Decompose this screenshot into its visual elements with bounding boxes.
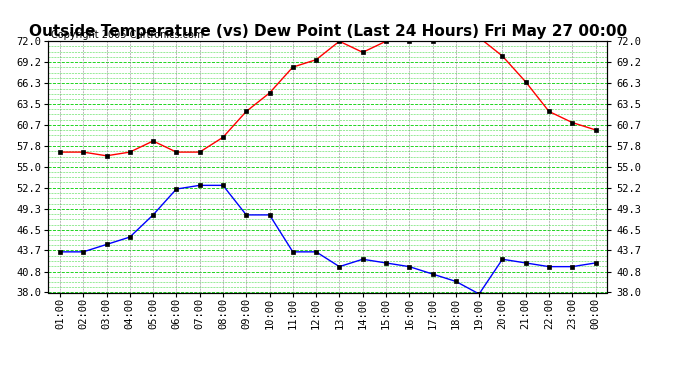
- Text: Copyright 2005 Curtronics.com: Copyright 2005 Curtronics.com: [51, 30, 204, 40]
- Title: Outside Temperature (vs) Dew Point (Last 24 Hours) Fri May 27 00:00: Outside Temperature (vs) Dew Point (Last…: [29, 24, 627, 39]
